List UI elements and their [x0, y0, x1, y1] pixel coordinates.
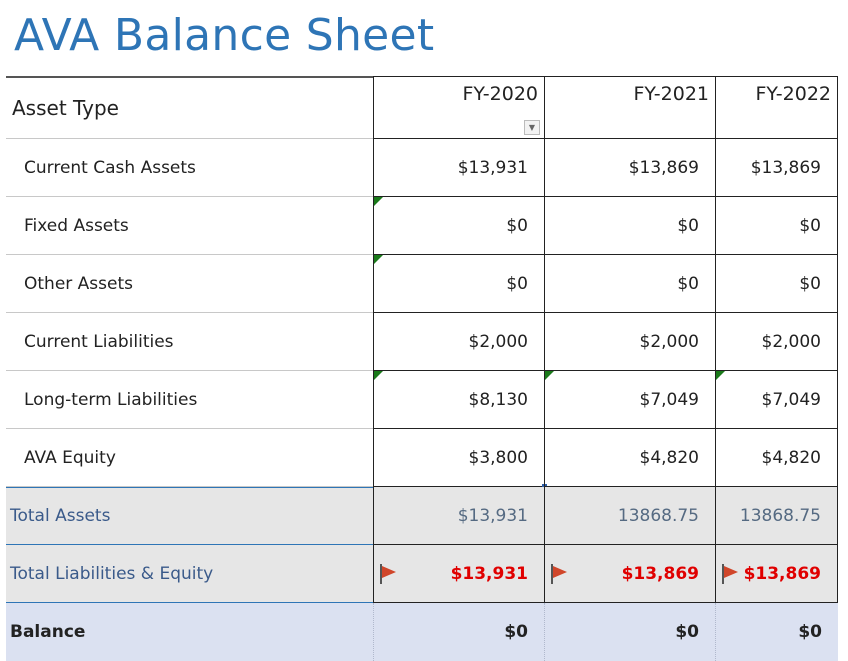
- table-row: Current Liabilities $2,000 $2,000 $2,000: [6, 313, 838, 371]
- value-cell[interactable]: $13,931: [373, 139, 544, 197]
- header-fy2020-label: FY-2020: [462, 83, 539, 105]
- table-row: Fixed Assets $0 $0 $0: [6, 197, 838, 255]
- total-assets-value[interactable]: $13,931: [373, 487, 544, 545]
- total-assets-value[interactable]: 13868.75: [715, 487, 838, 545]
- value-cell[interactable]: $0: [715, 255, 838, 313]
- value-cell[interactable]: $7,049: [715, 371, 838, 429]
- row-label[interactable]: Current Cash Assets: [6, 139, 373, 197]
- row-label[interactable]: AVA Equity: [6, 429, 373, 487]
- value-text: $7,049: [761, 389, 821, 410]
- table-row: Other Assets $0 $0 $0: [6, 255, 838, 313]
- header-asset-type[interactable]: Asset Type: [6, 76, 373, 139]
- value-cell[interactable]: $0: [715, 197, 838, 255]
- value-text: $13,869: [621, 563, 699, 584]
- table-row: Current Cash Assets $13,931 $13,869 $13,…: [6, 139, 838, 197]
- value-cell[interactable]: $8,130: [373, 371, 544, 429]
- value-text: $0: [506, 273, 528, 294]
- row-label[interactable]: Current Liabilities: [6, 313, 373, 371]
- value-cell[interactable]: $13,869: [715, 139, 838, 197]
- balance-label[interactable]: Balance: [6, 603, 373, 661]
- header-fy2020[interactable]: FY-2020 ▼: [373, 76, 544, 139]
- sheet-title: AVA Balance Sheet: [14, 10, 435, 61]
- value-cell[interactable]: $4,820: [715, 429, 838, 487]
- filter-dropdown-icon[interactable]: ▼: [524, 120, 540, 135]
- total-liabilities-equity-label[interactable]: Total Liabilities & Equity: [6, 545, 373, 603]
- red-flag-icon: [722, 563, 740, 584]
- value-cell[interactable]: $4,820: [544, 429, 715, 487]
- value-text: $0: [506, 215, 528, 236]
- value-cell[interactable]: $0: [373, 255, 544, 313]
- header-fy2022[interactable]: FY-2022: [715, 76, 838, 139]
- row-label[interactable]: Other Assets: [6, 255, 373, 313]
- value-text: $8,130: [468, 389, 528, 410]
- comment-indicator-icon: [374, 197, 383, 206]
- balance-sheet-table: Asset Type FY-2020 ▼ FY-2021 FY-2022 Cur…: [6, 76, 838, 661]
- balance-value[interactable]: $0: [373, 603, 544, 661]
- total-liabilities-equity-value[interactable]: $13,869: [544, 545, 715, 603]
- red-flag-icon: [380, 563, 398, 584]
- total-liabilities-equity-value[interactable]: $13,869: [715, 545, 838, 603]
- total-assets-value[interactable]: 13868.75: [544, 487, 715, 545]
- balance-value[interactable]: $0: [715, 603, 838, 661]
- total-assets-row: Total Assets $13,931 13868.75 13868.75: [6, 487, 838, 545]
- value-text: $7,049: [639, 389, 699, 410]
- value-cell[interactable]: $3,800: [373, 429, 547, 489]
- value-cell[interactable]: $13,869: [544, 139, 715, 197]
- total-liabilities-equity-value[interactable]: $13,931: [373, 545, 544, 603]
- balance-value[interactable]: $0: [544, 603, 715, 661]
- comment-indicator-icon: [374, 255, 383, 264]
- row-label[interactable]: Long-term Liabilities: [6, 371, 373, 429]
- value-cell[interactable]: $0: [544, 197, 715, 255]
- value-text: $13,931: [450, 563, 528, 584]
- value-cell[interactable]: $0: [373, 197, 544, 255]
- table-row: Long-term Liabilities $8,130 $7,049 $7,0…: [6, 371, 838, 429]
- row-label[interactable]: Fixed Assets: [6, 197, 373, 255]
- value-text: $13,869: [743, 563, 821, 584]
- comment-indicator-icon: [545, 371, 554, 380]
- comment-indicator-icon: [374, 371, 383, 380]
- total-liabilities-equity-row: Total Liabilities & Equity $13,931 $13,8…: [6, 545, 838, 603]
- value-text: $3,800: [468, 447, 528, 468]
- header-fy2021[interactable]: FY-2021: [544, 76, 715, 139]
- value-cell[interactable]: $2,000: [544, 313, 715, 371]
- header-row: Asset Type FY-2020 ▼ FY-2021 FY-2022: [6, 76, 838, 139]
- total-assets-label[interactable]: Total Assets: [6, 487, 373, 545]
- value-cell[interactable]: $7,049: [544, 371, 715, 429]
- balance-row: Balance $0 $0 $0: [6, 603, 838, 661]
- value-cell[interactable]: $2,000: [373, 313, 544, 371]
- value-cell[interactable]: $2,000: [715, 313, 838, 371]
- value-cell[interactable]: $0: [544, 255, 715, 313]
- table-row: AVA Equity $3,800 $4,820 $4,820: [6, 429, 838, 489]
- comment-indicator-icon: [716, 371, 725, 380]
- red-flag-icon: [551, 563, 569, 584]
